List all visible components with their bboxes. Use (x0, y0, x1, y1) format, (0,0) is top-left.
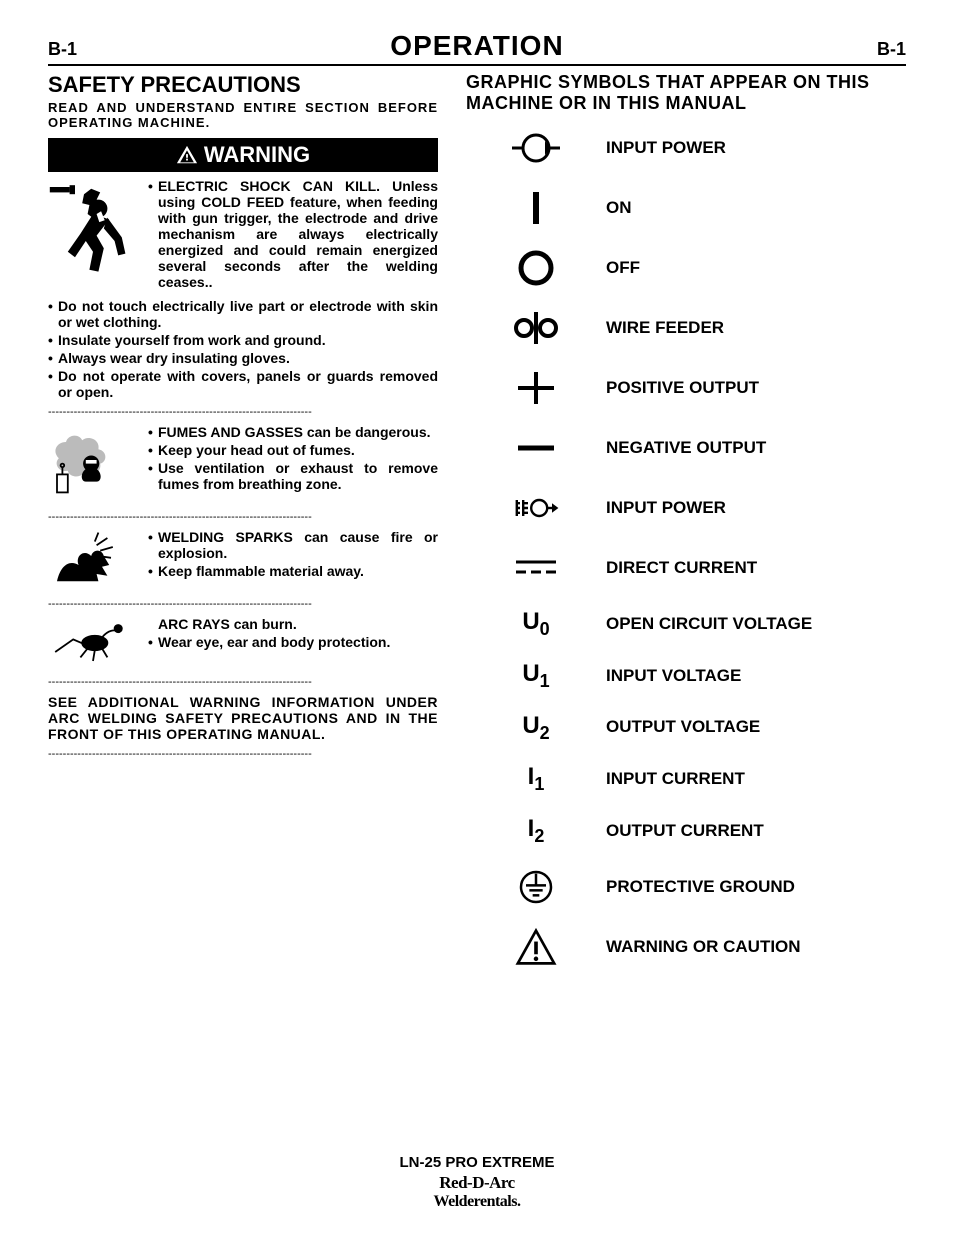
sym-dc: DIRECT CURRENT (506, 548, 906, 588)
sym-u0: U0 OPEN CIRCUIT VOLTAGE (506, 608, 906, 640)
safety-title: SAFETY PRECAUTIONS (48, 72, 438, 98)
sym-label: INPUT CURRENT (606, 769, 745, 789)
sym-label: OFF (606, 258, 640, 278)
page-title: OPERATION (390, 30, 563, 62)
off-icon (506, 248, 566, 288)
sym-label: INPUT POWER (606, 138, 726, 158)
positive-icon (506, 368, 566, 408)
sym-label: INPUT VOLTAGE (606, 666, 741, 686)
hazard-fumes: •FUMES AND GASSES can be dangerous. •Kee… (48, 424, 438, 505)
dc-icon (506, 548, 566, 588)
shock-b3: •Always wear dry insulating gloves. (48, 350, 438, 366)
warning-banner: WARNING (48, 138, 438, 172)
sym-u2: U2 OUTPUT VOLTAGE (506, 712, 906, 744)
wire-feeder-icon (506, 308, 566, 348)
warning-label: WARNING (204, 142, 310, 168)
page-footer: LN-25 PRO EXTREME Red-D-Arc Welderentals… (0, 1154, 954, 1211)
page-num-right: B-1 (877, 39, 906, 60)
safety-footnote: SEE ADDITIONAL WARNING INFORMATION UNDER… (48, 694, 438, 742)
sym-label: WARNING OR CAUTION (606, 937, 801, 957)
sym-warning: WARNING OR CAUTION (506, 927, 906, 967)
fumes-icon (48, 424, 138, 505)
sym-label: INPUT POWER (606, 498, 726, 518)
sym-label: WIRE FEEDER (606, 318, 724, 338)
hazard-arc: ARC RAYS can burn. •Wear eye, ear and bo… (48, 616, 438, 670)
fumes-b2: •Use ventilation or exhaust to remove fu… (148, 460, 438, 492)
separator: ----------------------------------------… (48, 676, 438, 688)
shock-icon (48, 178, 138, 292)
separator: ----------------------------------------… (48, 406, 438, 418)
shock-b2: •Insulate yourself from work and ground. (48, 332, 438, 348)
right-column: GRAPHIC SYMBOLS THAT APPEAR ON THIS MACH… (466, 72, 906, 967)
sym-label: PROTECTIVE GROUND (606, 877, 795, 897)
sym-on: ON (506, 188, 906, 228)
separator: ----------------------------------------… (48, 748, 438, 760)
hazard-sparks: •WELDING SPARKS can cause fire or explos… (48, 529, 438, 592)
left-column: SAFETY PRECAUTIONS READ AND UNDERSTAND E… (48, 72, 438, 967)
i1-icon: I1 (506, 763, 566, 795)
symbols-title: GRAPHIC SYMBOLS THAT APPEAR ON THIS MACH… (466, 72, 906, 114)
sparks-icon (48, 529, 138, 592)
hazard-shock: •ELECTRIC SHOCK CAN KILL. Unless using C… (48, 178, 438, 292)
i2-icon: I2 (506, 815, 566, 847)
warning-triangle-icon (176, 144, 198, 166)
sym-label: POSITIVE OUTPUT (606, 378, 759, 398)
ground-icon (506, 867, 566, 907)
sym-label: OUTPUT CURRENT (606, 821, 764, 841)
arc-b1: •Wear eye, ear and body protection. (148, 634, 438, 650)
sym-positive: POSITIVE OUTPUT (506, 368, 906, 408)
sym-input-power: INPUT POWER (506, 128, 906, 168)
sym-label: ON (606, 198, 632, 218)
sym-label: DIRECT CURRENT (606, 558, 757, 578)
warning-icon (506, 927, 566, 967)
footer-model: LN-25 PRO EXTREME (0, 1154, 954, 1171)
sym-label: NEGATIVE OUTPUT (606, 438, 766, 458)
arc-icon (48, 616, 138, 670)
fumes-lead: •FUMES AND GASSES can be dangerous. (148, 424, 438, 440)
u0-icon: U0 (506, 608, 566, 640)
sym-label: OPEN CIRCUIT VOLTAGE (606, 614, 812, 634)
sym-i2: I2 OUTPUT CURRENT (506, 815, 906, 847)
on-icon (506, 188, 566, 228)
safety-subtitle: READ AND UNDERSTAND ENTIRE SECTION BEFOR… (48, 100, 438, 130)
input-power-icon (506, 128, 566, 168)
shock-b1: •Do not touch electrically live part or … (48, 298, 438, 330)
sym-off: OFF (506, 248, 906, 288)
sym-label: OUTPUT VOLTAGE (606, 717, 760, 737)
sparks-lead: •WELDING SPARKS can cause fire or explos… (148, 529, 438, 561)
negative-icon (506, 428, 566, 468)
sym-u1: U1 INPUT VOLTAGE (506, 660, 906, 692)
separator: ----------------------------------------… (48, 511, 438, 523)
u2-icon: U2 (506, 712, 566, 744)
sparks-b1: •Keep flammable material away. (148, 563, 438, 579)
page-num-left: B-1 (48, 39, 77, 60)
fumes-b1: •Keep your head out of fumes. (148, 442, 438, 458)
sym-ground: PROTECTIVE GROUND (506, 867, 906, 907)
sym-negative: NEGATIVE OUTPUT (506, 428, 906, 468)
shock-lead: •ELECTRIC SHOCK CAN KILL. Unless using C… (148, 178, 438, 290)
input-power-2-icon (506, 488, 566, 528)
arc-lead: ARC RAYS can burn. (148, 616, 438, 632)
symbols-table: INPUT POWER ON OFF WIRE FEEDER POSITIVE … (466, 128, 906, 967)
u1-icon: U1 (506, 660, 566, 692)
shock-b4: •Do not operate with covers, panels or g… (48, 368, 438, 400)
sym-wire-feeder: WIRE FEEDER (506, 308, 906, 348)
page-header: B-1 OPERATION B-1 (48, 30, 906, 66)
separator: ----------------------------------------… (48, 598, 438, 610)
sym-input-power-2: INPUT POWER (506, 488, 906, 528)
sym-i1: I1 INPUT CURRENT (506, 763, 906, 795)
footer-brand2: Welderentals. (0, 1193, 954, 1211)
footer-brand1: Red-D-Arc (0, 1173, 954, 1193)
